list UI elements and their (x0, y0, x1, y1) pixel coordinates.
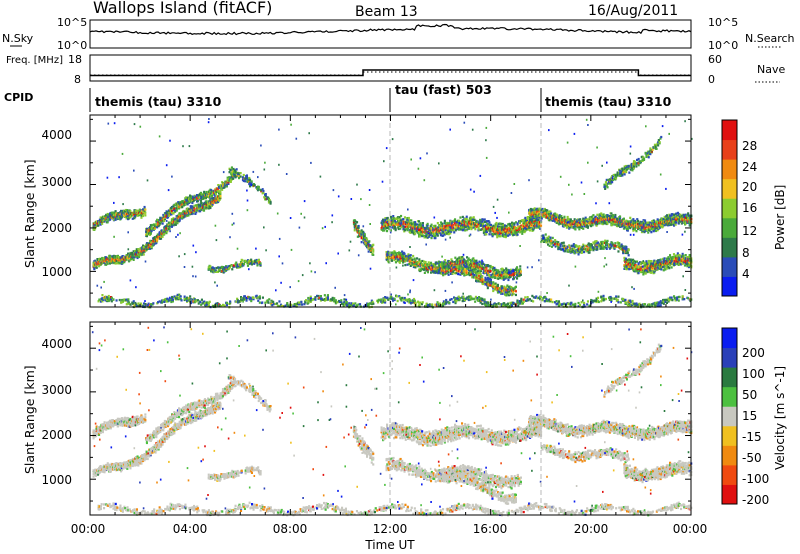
power-cb-label: Power [dB] (773, 185, 787, 250)
nave-label: Nave (757, 63, 785, 76)
noise-frame (89, 19, 692, 49)
velocity-ytick-1000: 1000 (41, 473, 72, 487)
freq-right-tick-bottom: 0 (708, 73, 715, 86)
noise-panel: N.Sky 10^5 10^0 10^5 10^0 N.Search (2, 16, 795, 52)
beam-title: Beam 13 (355, 4, 418, 20)
power-ytick-1000: 1000 (41, 265, 72, 279)
freq-left-label: Freq. [MHz] (6, 55, 63, 66)
xtick-1200: 12:00 (373, 522, 408, 536)
cpid-panel: CPID themis (tau) 3310 tau (fast) 503 th… (4, 82, 672, 112)
noise-right-tick-top: 10^5 (708, 16, 738, 29)
vel-cb-neg200: -200 (742, 493, 769, 507)
cpid-segment-1: themis (tau) 3310 (95, 94, 222, 109)
vel-cb-neg100: -100 (742, 472, 769, 486)
noise-left-tick-bottom: 10^0 (57, 39, 87, 52)
velocity-colorbar-frame (721, 327, 738, 505)
xtick-0400: 04:00 (173, 522, 208, 536)
power-ylabel: Slant Range [km] (22, 159, 37, 268)
power-ytick-3000: 3000 (41, 175, 72, 189)
vel-cb-50: 50 (742, 388, 757, 402)
power-cb-12: 12 (742, 224, 757, 238)
velocity-ytick-3000: 3000 (41, 383, 72, 397)
velocity-ylabel: Slant Range [km] (22, 365, 37, 474)
power-cb-24: 24 (742, 160, 757, 174)
cpid-label: CPID (4, 91, 33, 104)
velocity-cb-label-text: Velocity [m s^-1] (773, 366, 787, 470)
xtick-0800: 08:00 (273, 522, 308, 536)
freq-left-tick-top: 18 (68, 53, 82, 66)
freq-frame (89, 54, 692, 82)
velocity-ytick-4000: 4000 (41, 337, 72, 351)
vel-cb-15: 15 (742, 409, 757, 423)
noise-sky-line (89, 23, 692, 36)
noise-right-tick-bottom: 10^0 (708, 39, 738, 52)
power-colorbar: 28 24 20 16 12 8 4 Power [dB] (721, 119, 787, 297)
freq-line (90, 69, 691, 77)
vel-cb-200: 200 (742, 346, 765, 360)
xtick-0000: 00:00 (71, 522, 106, 536)
power-cb-16: 16 (742, 201, 757, 215)
xtick-2400: 00:00 (673, 522, 708, 536)
velocity-data (91, 326, 693, 517)
velocity-ticks (89, 322, 692, 515)
freq-right-tick-top: 60 (708, 53, 722, 66)
frequency-panel: Freq. [MHz] 18 8 60 0 Nave (6, 53, 785, 86)
noise-left-tick-top: 10^5 (57, 16, 87, 29)
date-title: 16/Aug/2011 (588, 3, 678, 19)
power-cb-8: 8 (742, 246, 750, 260)
cpid-segment-2: tau (fast) 503 (395, 82, 492, 97)
power-cb-28: 28 (742, 139, 757, 153)
nave-line (90, 71, 691, 76)
velocity-cb-label: Velocity [m s^-1] (773, 366, 787, 470)
noise-right-label: N.Search (745, 32, 795, 45)
power-data (92, 118, 693, 309)
power-ticks (89, 115, 692, 307)
power-cb-20: 20 (742, 180, 757, 194)
vel-cb-100: 100 (742, 367, 765, 381)
time-axis: 00:00 04:00 08:00 12:00 16:00 20:00 00:0… (71, 522, 708, 552)
power-cb-4: 4 (742, 267, 750, 281)
freq-left-tick-bottom: 8 (74, 73, 81, 86)
power-ytick-2000: 2000 (41, 221, 72, 235)
power-colorbar-frame (721, 119, 738, 297)
vel-cb-neg50: -50 (742, 451, 762, 465)
velocity-ytick-2000: 2000 (41, 428, 72, 442)
noise-left-label: N.Sky (2, 32, 34, 45)
xtick-2000: 20:00 (574, 522, 609, 536)
power-panel: 4000 3000 2000 1000 Slant Range [km] (22, 114, 693, 309)
site-title: Wallops Island (fitACF) (93, 0, 272, 17)
power-ytick-4000: 4000 (41, 128, 72, 142)
cpid-segment-3: themis (tau) 3310 (545, 94, 672, 109)
xlabel: Time UT (364, 538, 415, 552)
vel-cb-neg15: -15 (742, 430, 762, 444)
xtick-1600: 16:00 (473, 522, 508, 536)
velocity-colorbar: 200 100 50 15 -15 -50 -100 -200 Velocity… (721, 327, 787, 507)
velocity-panel: 4000 3000 2000 1000 Slant Range [km] (22, 321, 693, 517)
